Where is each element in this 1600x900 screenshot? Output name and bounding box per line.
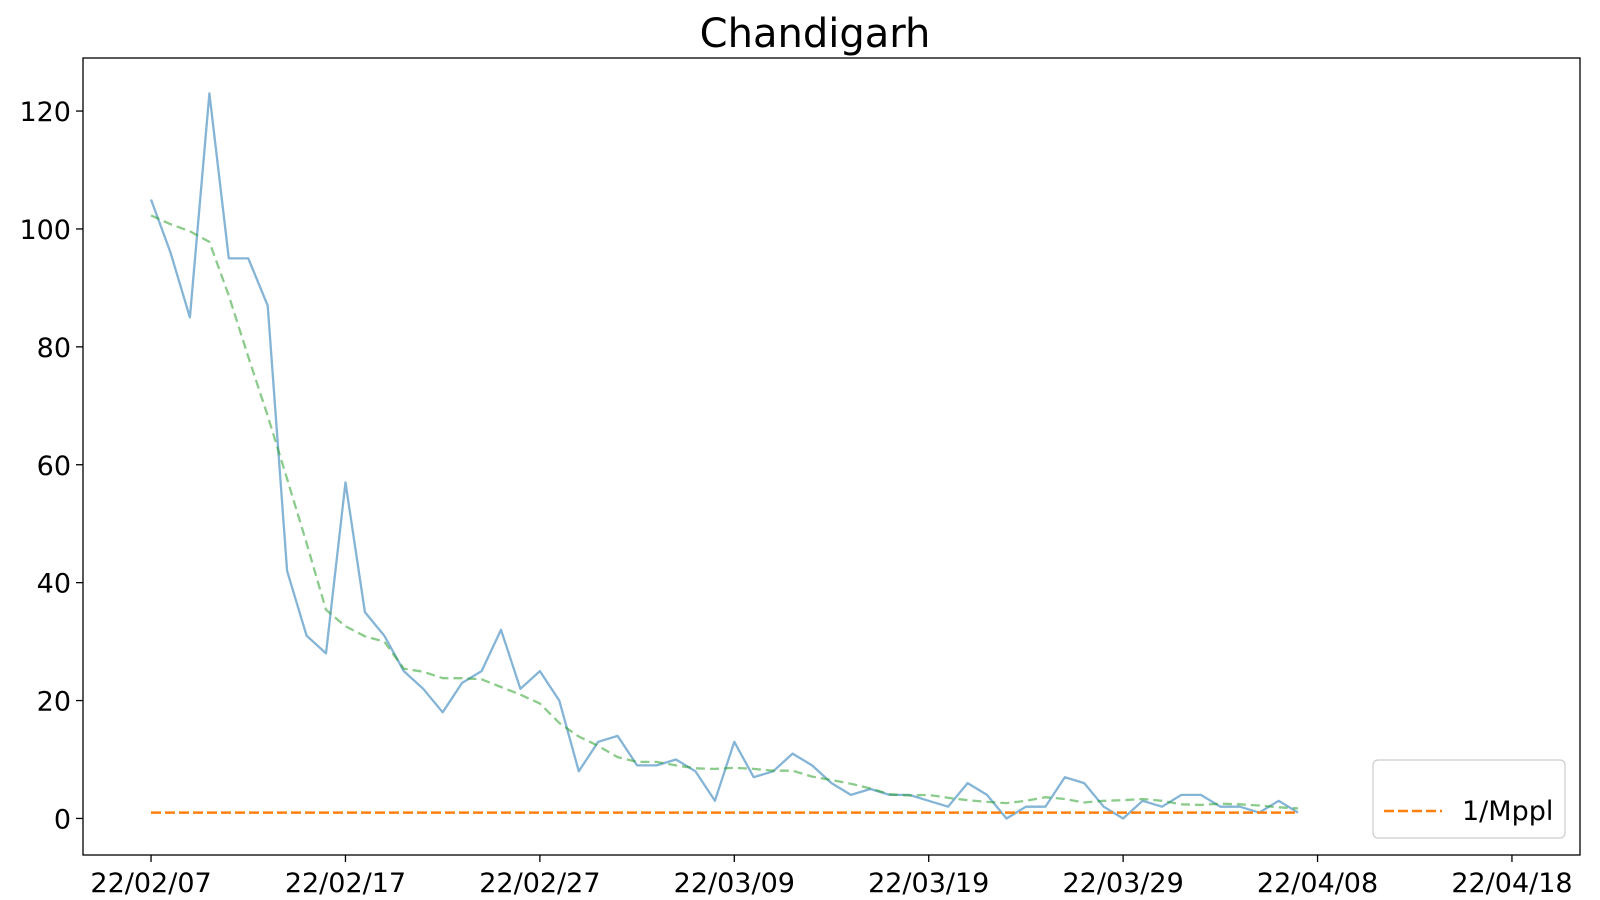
series-daily-line xyxy=(149,92,1299,820)
y-tick-label: 0 xyxy=(54,804,71,835)
x-tick-label: 22/02/07 xyxy=(90,868,211,899)
y-tick-label: 20 xyxy=(37,687,71,718)
y-tick-label: 120 xyxy=(19,97,71,128)
y-tick-label: 40 xyxy=(37,569,71,600)
y-tick-label: 80 xyxy=(37,333,71,364)
y-axis: 0 20 40 60 80 100 120 xyxy=(19,97,83,835)
y-tick-label: 100 xyxy=(19,215,71,246)
x-tick-label: 22/03/19 xyxy=(868,868,989,899)
legend: 1/Mppl xyxy=(1372,759,1566,839)
x-tick-label: 22/04/08 xyxy=(1257,868,1378,899)
series-smoothed-line xyxy=(150,214,1299,810)
plot-area-frame xyxy=(82,57,1581,856)
x-axis: 22/02/07 22/02/17 22/02/27 22/03/09 22/03/19… xyxy=(90,855,1573,899)
legend-box xyxy=(1372,759,1566,839)
x-tick-label: 22/04/18 xyxy=(1451,868,1572,899)
x-tick-label: 22/02/27 xyxy=(479,868,600,899)
chart-title: Chandigarh xyxy=(700,11,931,57)
y-tick-label: 60 xyxy=(37,451,71,482)
series-layer xyxy=(149,92,1299,820)
legend-label-mppl: 1/Mppl xyxy=(1462,796,1553,827)
x-tick-label: 22/02/17 xyxy=(285,868,406,899)
x-tick-label: 22/03/09 xyxy=(674,868,795,899)
x-tick-label: 22/03/29 xyxy=(1062,868,1183,899)
